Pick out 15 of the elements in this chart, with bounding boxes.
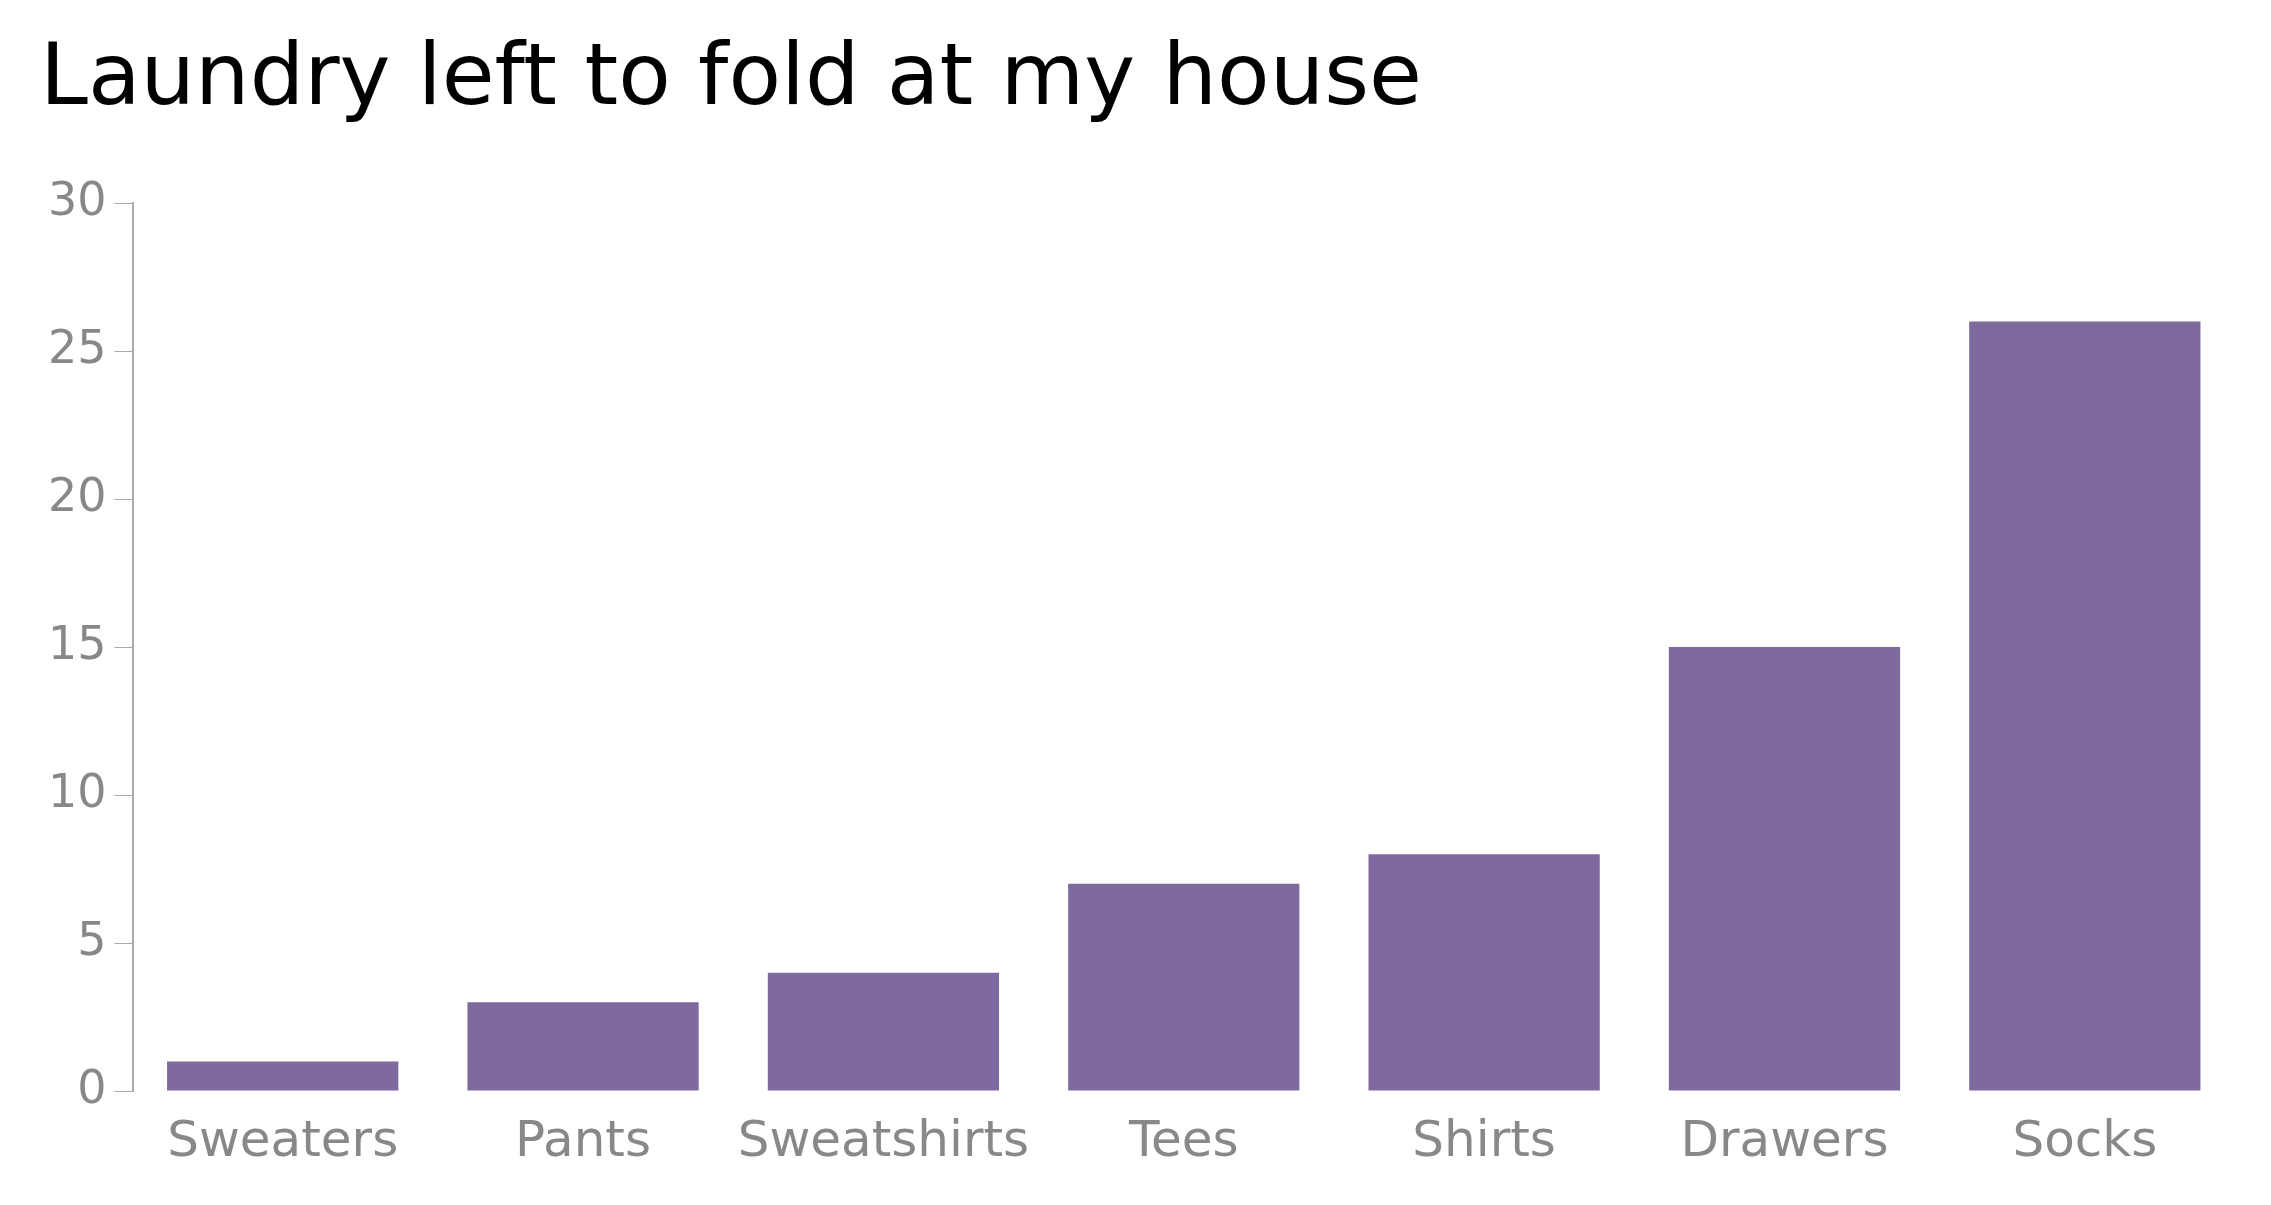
y-tick-label: 20 <box>47 468 107 523</box>
x-tick-label: Sweaters <box>167 1109 399 1168</box>
y-tick-label: 0 <box>77 1059 107 1114</box>
y-tick-label: 5 <box>77 911 107 966</box>
x-tick-label: Drawers <box>1680 1109 1889 1168</box>
y-tick-label: 10 <box>47 764 107 819</box>
x-tick-label: Tees <box>1127 1109 1239 1168</box>
y-tick-label: 30 <box>47 172 107 227</box>
y-tick-label: 15 <box>47 616 107 671</box>
y-tick-label: 25 <box>47 320 107 375</box>
x-tick-label: Sweatshirts <box>737 1109 1030 1168</box>
x-tick-label: Pants <box>515 1109 652 1168</box>
x-tick-label: Shirts <box>1412 1109 1556 1168</box>
x-tick-label: Socks <box>2012 1109 2158 1168</box>
chart-title: Laundry left to fold at my house <box>40 23 1422 124</box>
